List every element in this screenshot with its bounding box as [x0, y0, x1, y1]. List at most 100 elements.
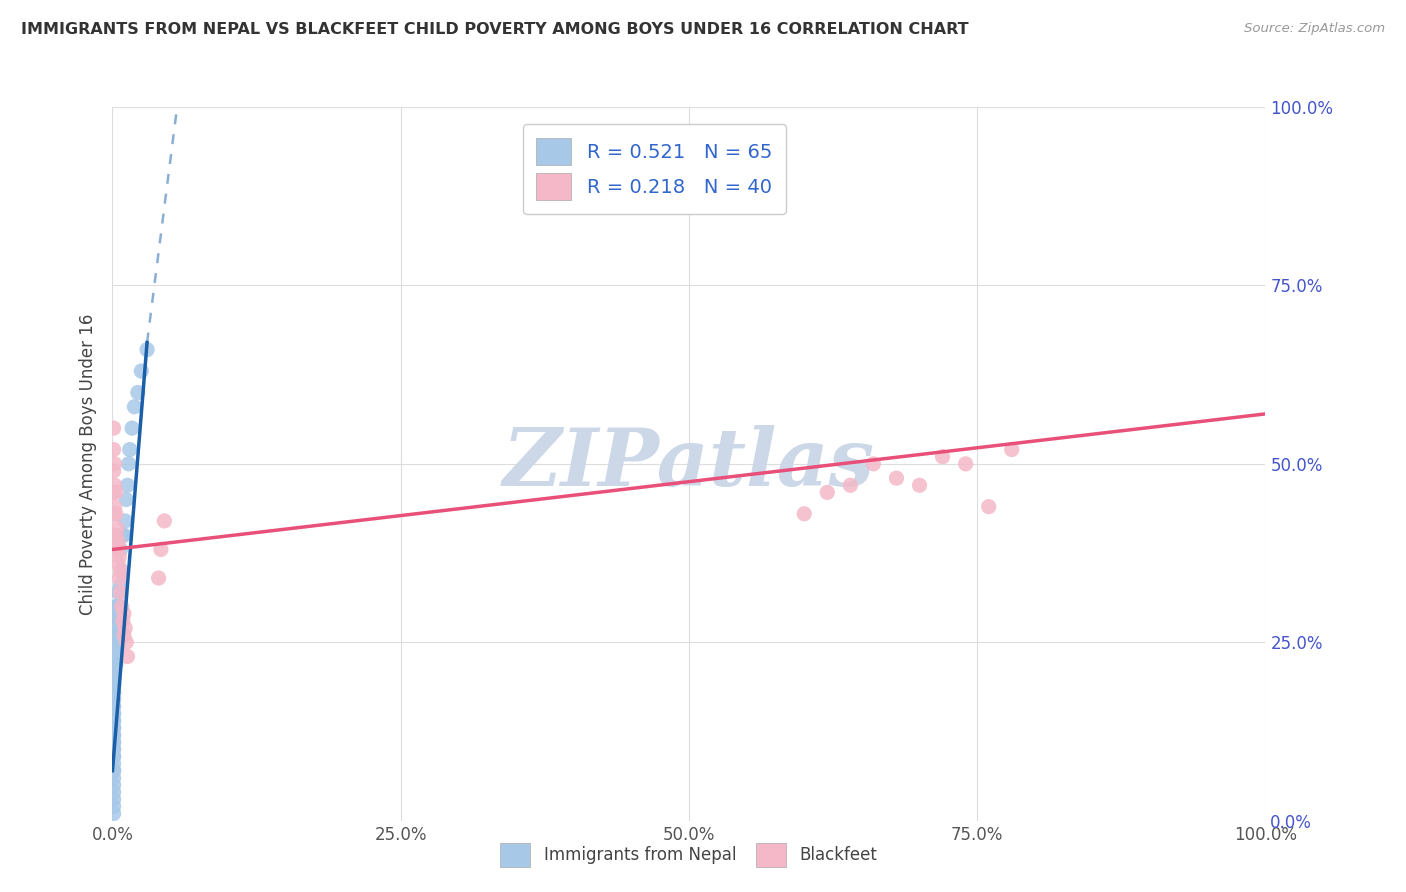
- Point: [103, 421, 125, 435]
- Point: [107, 535, 129, 549]
- Point: [103, 485, 125, 500]
- Point: [977, 500, 1000, 514]
- Point: [105, 542, 128, 557]
- Point: [153, 514, 176, 528]
- Point: [111, 564, 134, 578]
- Point: [127, 385, 149, 400]
- Point: [103, 678, 125, 692]
- Point: [104, 507, 127, 521]
- Point: [103, 778, 125, 792]
- Point: [955, 457, 977, 471]
- Point: [104, 657, 127, 671]
- Point: [121, 421, 143, 435]
- Point: [108, 599, 131, 614]
- Point: [862, 457, 884, 471]
- Point: [103, 764, 125, 778]
- Point: [149, 542, 172, 557]
- Point: [103, 607, 125, 621]
- Point: [886, 471, 908, 485]
- Point: [793, 507, 815, 521]
- Point: [104, 485, 127, 500]
- Point: [107, 585, 129, 599]
- Point: [103, 507, 125, 521]
- Text: ZIPatlas: ZIPatlas: [503, 425, 875, 502]
- Point: [103, 642, 125, 657]
- Y-axis label: Child Poverty Among Boys Under 16: Child Poverty Among Boys Under 16: [79, 313, 97, 615]
- Point: [108, 549, 131, 564]
- Point: [117, 457, 139, 471]
- Point: [110, 578, 132, 592]
- Point: [103, 649, 125, 664]
- Point: [108, 571, 131, 585]
- Point: [103, 678, 125, 692]
- Point: [908, 478, 931, 492]
- Point: [129, 364, 153, 378]
- Point: [103, 756, 125, 771]
- Point: [103, 714, 125, 728]
- Point: [104, 628, 127, 642]
- Point: [107, 614, 129, 628]
- Point: [103, 714, 125, 728]
- Point: [115, 492, 138, 507]
- Point: [115, 635, 138, 649]
- Point: [110, 585, 132, 599]
- Point: [104, 457, 127, 471]
- Point: [815, 485, 838, 500]
- Point: [111, 528, 134, 542]
- Point: [103, 728, 125, 742]
- Point: [103, 771, 125, 785]
- Text: IMMIGRANTS FROM NEPAL VS BLACKFEET CHILD POVERTY AMONG BOYS UNDER 16 CORRELATION: IMMIGRANTS FROM NEPAL VS BLACKFEET CHILD…: [21, 22, 969, 37]
- Point: [118, 442, 141, 457]
- Point: [931, 450, 953, 464]
- Point: [110, 542, 132, 557]
- Point: [103, 785, 125, 799]
- Point: [103, 749, 125, 764]
- Point: [114, 621, 136, 635]
- Point: [105, 599, 128, 614]
- Point: [104, 528, 127, 542]
- Legend: Immigrants from Nepal, Blackfeet: Immigrants from Nepal, Blackfeet: [491, 833, 887, 877]
- Point: [112, 528, 135, 542]
- Point: [107, 557, 129, 571]
- Point: [117, 649, 139, 664]
- Point: [103, 464, 125, 478]
- Point: [105, 628, 128, 642]
- Point: [105, 521, 128, 535]
- Point: [103, 699, 125, 714]
- Point: [103, 721, 125, 735]
- Point: [839, 478, 862, 492]
- Point: [103, 671, 125, 685]
- Point: [103, 706, 125, 721]
- Point: [136, 343, 159, 357]
- Point: [103, 735, 125, 749]
- Point: [103, 685, 125, 699]
- Point: [103, 528, 125, 542]
- Point: [103, 692, 125, 706]
- Text: Source: ZipAtlas.com: Source: ZipAtlas.com: [1244, 22, 1385, 36]
- Point: [104, 478, 127, 492]
- Point: [103, 621, 125, 635]
- Point: [111, 599, 134, 614]
- Point: [104, 614, 127, 628]
- Point: [103, 742, 125, 756]
- Point: [104, 599, 127, 614]
- Point: [1001, 442, 1024, 457]
- Point: [112, 607, 135, 621]
- Point: [103, 806, 125, 821]
- Point: [103, 706, 125, 721]
- Point: [103, 664, 125, 678]
- Point: [114, 514, 136, 528]
- Point: [111, 614, 134, 628]
- Point: [148, 571, 170, 585]
- Point: [103, 692, 125, 706]
- Point: [103, 657, 125, 671]
- Point: [110, 564, 132, 578]
- Point: [103, 635, 125, 649]
- Point: [103, 685, 125, 699]
- Point: [103, 442, 125, 457]
- Point: [103, 671, 125, 685]
- Point: [103, 742, 125, 756]
- Point: [103, 799, 125, 814]
- Point: [112, 628, 135, 642]
- Point: [103, 699, 125, 714]
